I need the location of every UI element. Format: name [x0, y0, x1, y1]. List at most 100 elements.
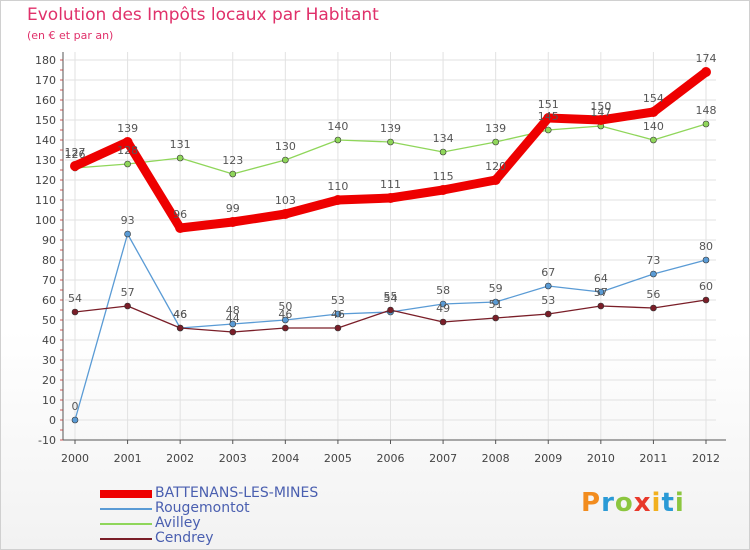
x-tick-label: 2008: [482, 452, 510, 465]
data-label: 48: [226, 304, 240, 317]
data-point: [70, 161, 80, 171]
data-point: [124, 160, 131, 168]
data-point: [650, 136, 657, 144]
data-point: [387, 138, 394, 146]
data-label: 80: [699, 240, 713, 253]
data-point: [387, 306, 394, 314]
data-label: 103: [275, 194, 296, 207]
y-tick-label: 30: [42, 354, 56, 367]
x-tick-label: 2001: [114, 452, 142, 465]
data-point: [176, 324, 184, 332]
data-point: [439, 300, 447, 308]
data-label: 46: [173, 308, 187, 321]
data-point: [176, 154, 184, 162]
data-label: 57: [594, 286, 608, 299]
data-label: 147: [590, 106, 611, 119]
logo-letter: i: [674, 488, 685, 518]
data-label: 111: [380, 178, 401, 191]
y-tick-label: 150: [35, 114, 56, 127]
data-point: [544, 126, 552, 134]
data-point: [332, 195, 343, 205]
chart-title: Evolution des Impôts locaux par Habitant: [27, 5, 379, 25]
data-point: [385, 193, 396, 203]
data-label: 59: [489, 282, 503, 295]
data-point: [282, 324, 289, 332]
data-point: [650, 270, 657, 278]
data-point: [492, 314, 499, 322]
x-tick-label: 2000: [61, 452, 89, 465]
data-point: [71, 308, 79, 316]
logo-letter: o: [614, 488, 634, 518]
data-label: 49: [436, 302, 450, 315]
data-point: [490, 175, 501, 185]
data-point: [544, 282, 552, 290]
axes: -10 0 10 20 30 40 50 60 70 80 90 100 110 120 130 140 150…: [35, 52, 726, 465]
data-label: 46: [331, 308, 345, 321]
data-point: [648, 107, 659, 117]
data-point: [702, 120, 710, 128]
data-label: 99: [226, 202, 240, 215]
data-label: 46: [173, 308, 187, 321]
legend-swatch: [100, 490, 152, 498]
legend-label: Cendrey: [155, 530, 214, 546]
data-point: [122, 137, 133, 147]
data-label: 54: [384, 292, 398, 305]
y-tick-label: -10: [38, 434, 56, 447]
x-tick-label: 2002: [166, 452, 194, 465]
legend-swatch: [100, 538, 152, 540]
data-point: [229, 328, 237, 336]
data-label: 96: [173, 208, 187, 221]
data-point: [229, 170, 237, 178]
x-tick-label: 2004: [271, 452, 299, 465]
data-label: 140: [643, 120, 664, 133]
x-tick-label: 2005: [324, 452, 352, 465]
y-tick-label: 160: [35, 94, 56, 107]
y-tick-label: 70: [42, 274, 56, 287]
data-label: 44: [226, 312, 240, 325]
data-label: 151: [538, 98, 559, 111]
x-tick-label: 2006: [377, 452, 405, 465]
y-tick-label: 130: [35, 154, 56, 167]
data-label: 128: [117, 144, 138, 157]
data-point: [595, 115, 606, 125]
data-label: 57: [121, 286, 135, 299]
data-point: [701, 67, 711, 77]
x-tick-label: 2007: [429, 452, 457, 465]
data-point: [492, 298, 499, 306]
y-tick-label: 90: [42, 234, 56, 247]
data-point: [544, 310, 552, 318]
data-label: 58: [436, 284, 450, 297]
data-label: 139: [485, 122, 506, 135]
logo-letter: t: [661, 488, 675, 518]
data-label: 139: [380, 122, 401, 135]
data-label: 53: [331, 294, 345, 307]
legend-label: Avilley: [155, 515, 201, 531]
x-tick-label: 2009: [534, 452, 562, 465]
data-point: [439, 148, 447, 156]
data-label: 53: [541, 294, 555, 307]
legend-label: Rougemontot: [155, 500, 250, 516]
data-point: [702, 296, 710, 304]
data-label: 148: [696, 104, 717, 117]
y-tick-label: 120: [35, 174, 56, 187]
data-label: 0: [72, 400, 79, 413]
y-tick-label: 0: [49, 414, 56, 427]
legend-item: Cendrey: [100, 530, 400, 546]
data-point: [282, 316, 289, 324]
y-tick-label: 110: [35, 194, 56, 207]
data-label: 145: [538, 110, 559, 123]
data-label: 134: [433, 132, 454, 145]
y-tick-label: 20: [42, 374, 56, 387]
logo-letter: P: [581, 488, 602, 518]
data-label: 64: [594, 272, 608, 285]
legend-swatch: [100, 523, 152, 525]
data-label: 46: [278, 308, 292, 321]
data-label: 123: [222, 154, 243, 167]
y-tick-label: 40: [42, 334, 56, 347]
legend-item: Rougemontot: [100, 500, 400, 516]
data-label: 93: [121, 214, 135, 227]
data-label: 115: [433, 170, 454, 183]
logo-letter: r: [601, 488, 615, 518]
data-point: [227, 217, 238, 227]
legend-item: BATTENANS-LES-MINES: [100, 485, 400, 501]
